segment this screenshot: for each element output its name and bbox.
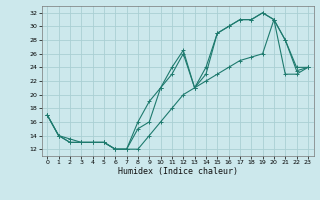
X-axis label: Humidex (Indice chaleur): Humidex (Indice chaleur)	[118, 167, 237, 176]
